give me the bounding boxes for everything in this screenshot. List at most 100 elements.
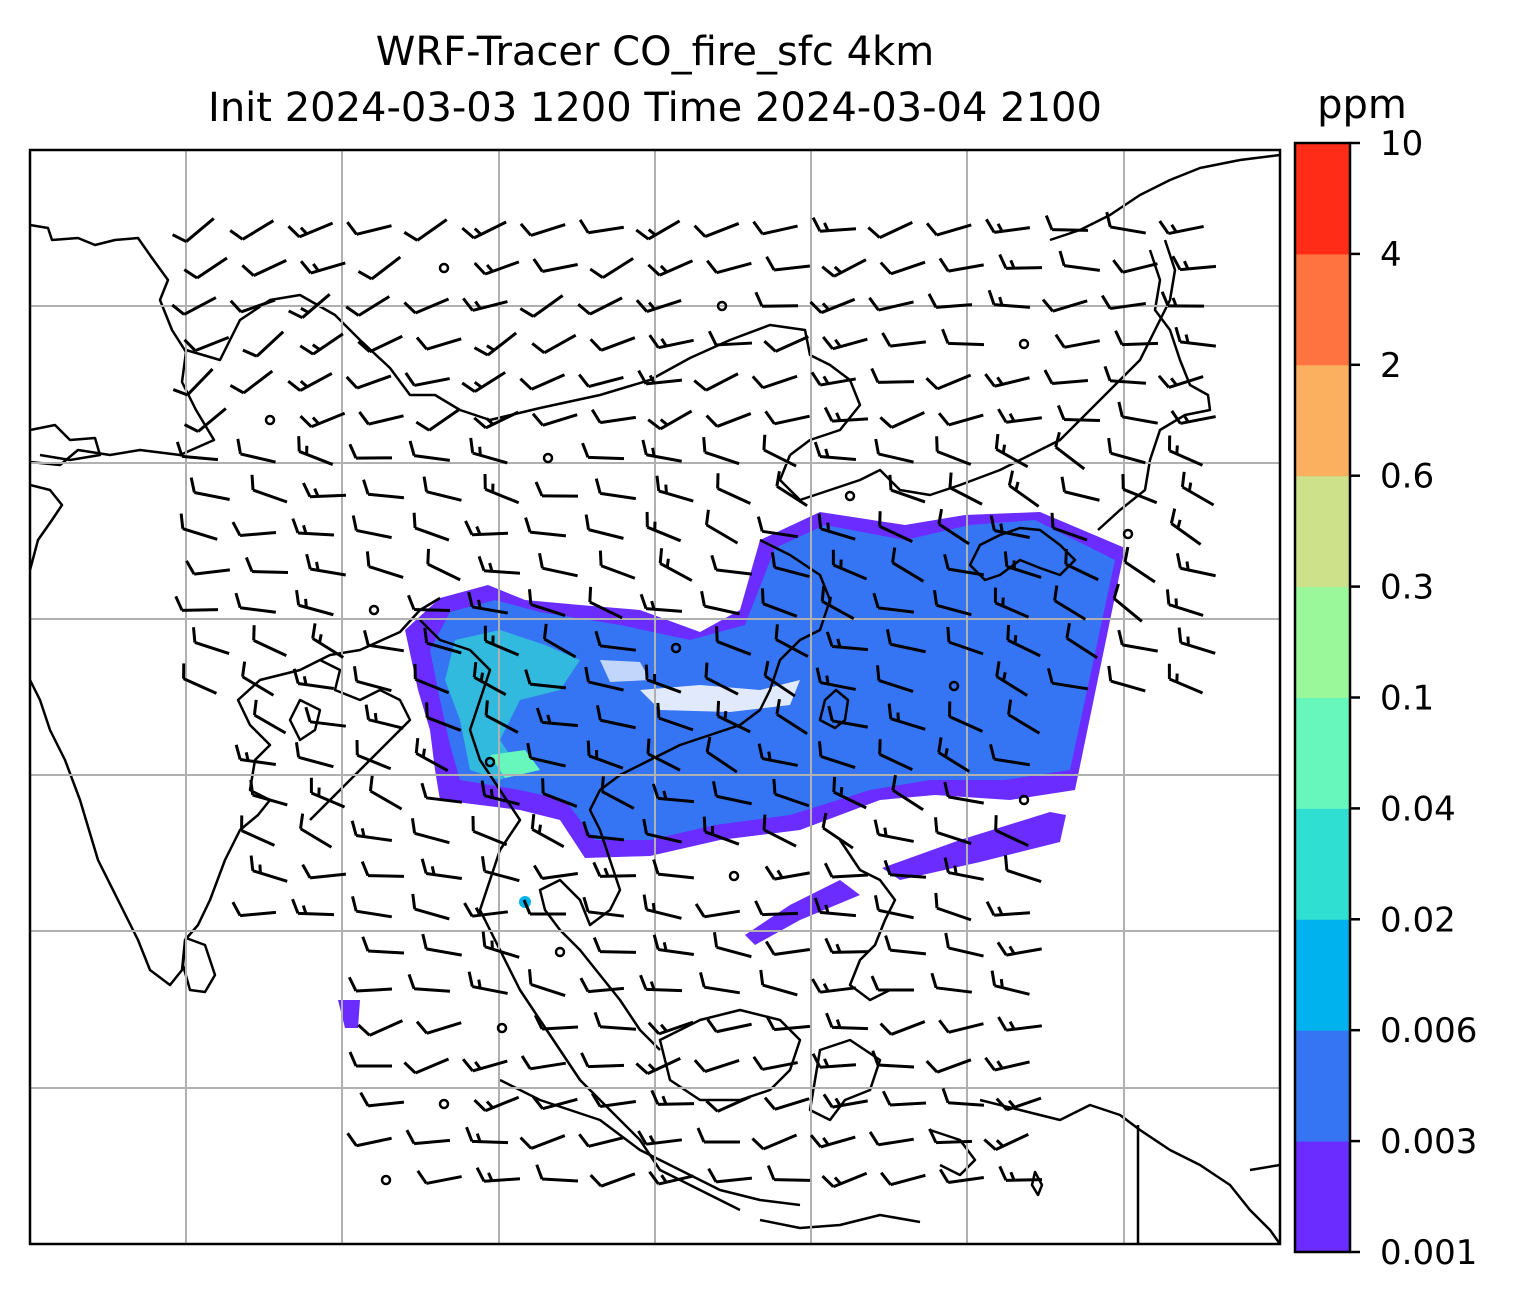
wind-barb — [658, 548, 693, 582]
wind-barb — [368, 604, 380, 616]
wind-barb — [822, 1093, 868, 1109]
wind-barb — [461, 220, 507, 240]
wind-barb — [1003, 551, 1042, 579]
wind-barb — [584, 666, 624, 692]
wind-barb — [987, 289, 1031, 309]
wind-barb — [302, 482, 347, 499]
wind-barb — [648, 334, 694, 350]
wind-barb — [811, 978, 857, 994]
colorbar-tick-label: 0.001 — [1380, 1233, 1477, 1273]
wind-barb — [827, 705, 868, 729]
wind-barb — [524, 517, 567, 538]
wind-barb — [542, 452, 554, 464]
colorbar-segment — [1295, 143, 1350, 255]
wind-barb — [593, 1011, 637, 1031]
wind-barb — [1047, 668, 1089, 691]
wind-barb — [533, 864, 579, 880]
colorbar-segment — [1295, 697, 1350, 809]
wind-barb — [647, 259, 694, 277]
wind-barb — [884, 935, 927, 956]
wind-barb — [939, 1168, 985, 1184]
wind-barb — [1105, 211, 1146, 235]
wind-barb — [473, 410, 519, 430]
wind-barb — [820, 586, 855, 620]
wind-barb — [242, 330, 285, 358]
wind-barb — [765, 255, 811, 272]
wind-barb — [943, 857, 984, 881]
wind-barb — [355, 739, 392, 771]
wind-barb — [702, 816, 740, 846]
colorbar-tick-label: 0.003 — [1380, 1122, 1477, 1162]
wind-barb — [823, 862, 869, 879]
wind-barb — [764, 410, 810, 426]
wind-barb — [1112, 259, 1158, 274]
colorbar-tick-label: 0.6 — [1380, 457, 1434, 497]
wind-barb — [471, 815, 508, 847]
wind-barb — [763, 335, 810, 353]
wind-barb — [241, 259, 287, 277]
wind-barb — [580, 1052, 625, 1069]
wind-barb — [404, 372, 450, 387]
wind-barb — [825, 1012, 869, 1031]
wind-barbs — [171, 211, 1217, 1189]
wind-barb — [554, 946, 566, 958]
wind-barb — [1054, 431, 1086, 471]
wind-barb — [348, 1051, 392, 1068]
wind-barb — [241, 661, 275, 697]
wind-barb — [408, 440, 451, 462]
wind-barb — [1054, 333, 1100, 349]
wind-barb — [473, 331, 518, 357]
wind-barb — [989, 744, 1031, 767]
wind-barb — [670, 642, 682, 654]
wind-barb — [1170, 410, 1216, 425]
wind-barb — [1007, 699, 1041, 735]
wind-barb — [287, 293, 331, 320]
wind-barb — [934, 892, 972, 922]
wind-barb — [531, 412, 578, 427]
wind-barb — [870, 367, 915, 384]
wind-barb — [461, 371, 507, 393]
wind-barb — [292, 668, 335, 690]
wind-barb — [1117, 629, 1158, 653]
wind-barb — [984, 373, 1030, 388]
wind-barb — [467, 591, 508, 615]
wind-barb — [993, 587, 1030, 619]
wind-barb — [885, 629, 926, 654]
wind-barb — [948, 701, 984, 733]
wind-barb — [589, 257, 634, 279]
wind-barb — [645, 511, 682, 543]
wind-barb — [305, 553, 346, 577]
wind-barb — [693, 1059, 740, 1073]
wind-barb — [1123, 546, 1156, 584]
wind-barb — [928, 1128, 973, 1145]
wind-barb — [578, 219, 625, 235]
wind-barb — [995, 661, 1029, 697]
wind-barb — [359, 1091, 405, 1108]
wind-barb — [815, 667, 856, 691]
wind-barb — [824, 937, 869, 954]
wind-barb — [1064, 548, 1099, 582]
wind-barb — [943, 553, 985, 577]
wind-barb — [997, 1016, 1043, 1032]
wind-barb — [757, 743, 798, 767]
wind-barb — [592, 937, 637, 954]
wind-barb — [1053, 585, 1087, 621]
wind-barb — [751, 1133, 798, 1151]
wind-barb — [538, 552, 578, 578]
wind-barb — [944, 932, 984, 958]
wind-barb — [1177, 627, 1216, 655]
wind-barb — [935, 436, 972, 466]
wind-barb — [891, 774, 924, 812]
wind-barb — [647, 409, 693, 431]
wind-barb — [1041, 298, 1088, 313]
wind-barb — [925, 222, 972, 237]
wind-barb — [345, 295, 391, 317]
wind-barb — [702, 437, 740, 466]
wind-barb — [405, 1129, 451, 1146]
wind-barb — [880, 1171, 926, 1187]
wind-barb — [182, 663, 218, 695]
wind-barb — [699, 972, 741, 995]
wind-barb — [652, 934, 695, 956]
wind-barb — [467, 971, 508, 995]
wind-barb — [712, 932, 752, 959]
